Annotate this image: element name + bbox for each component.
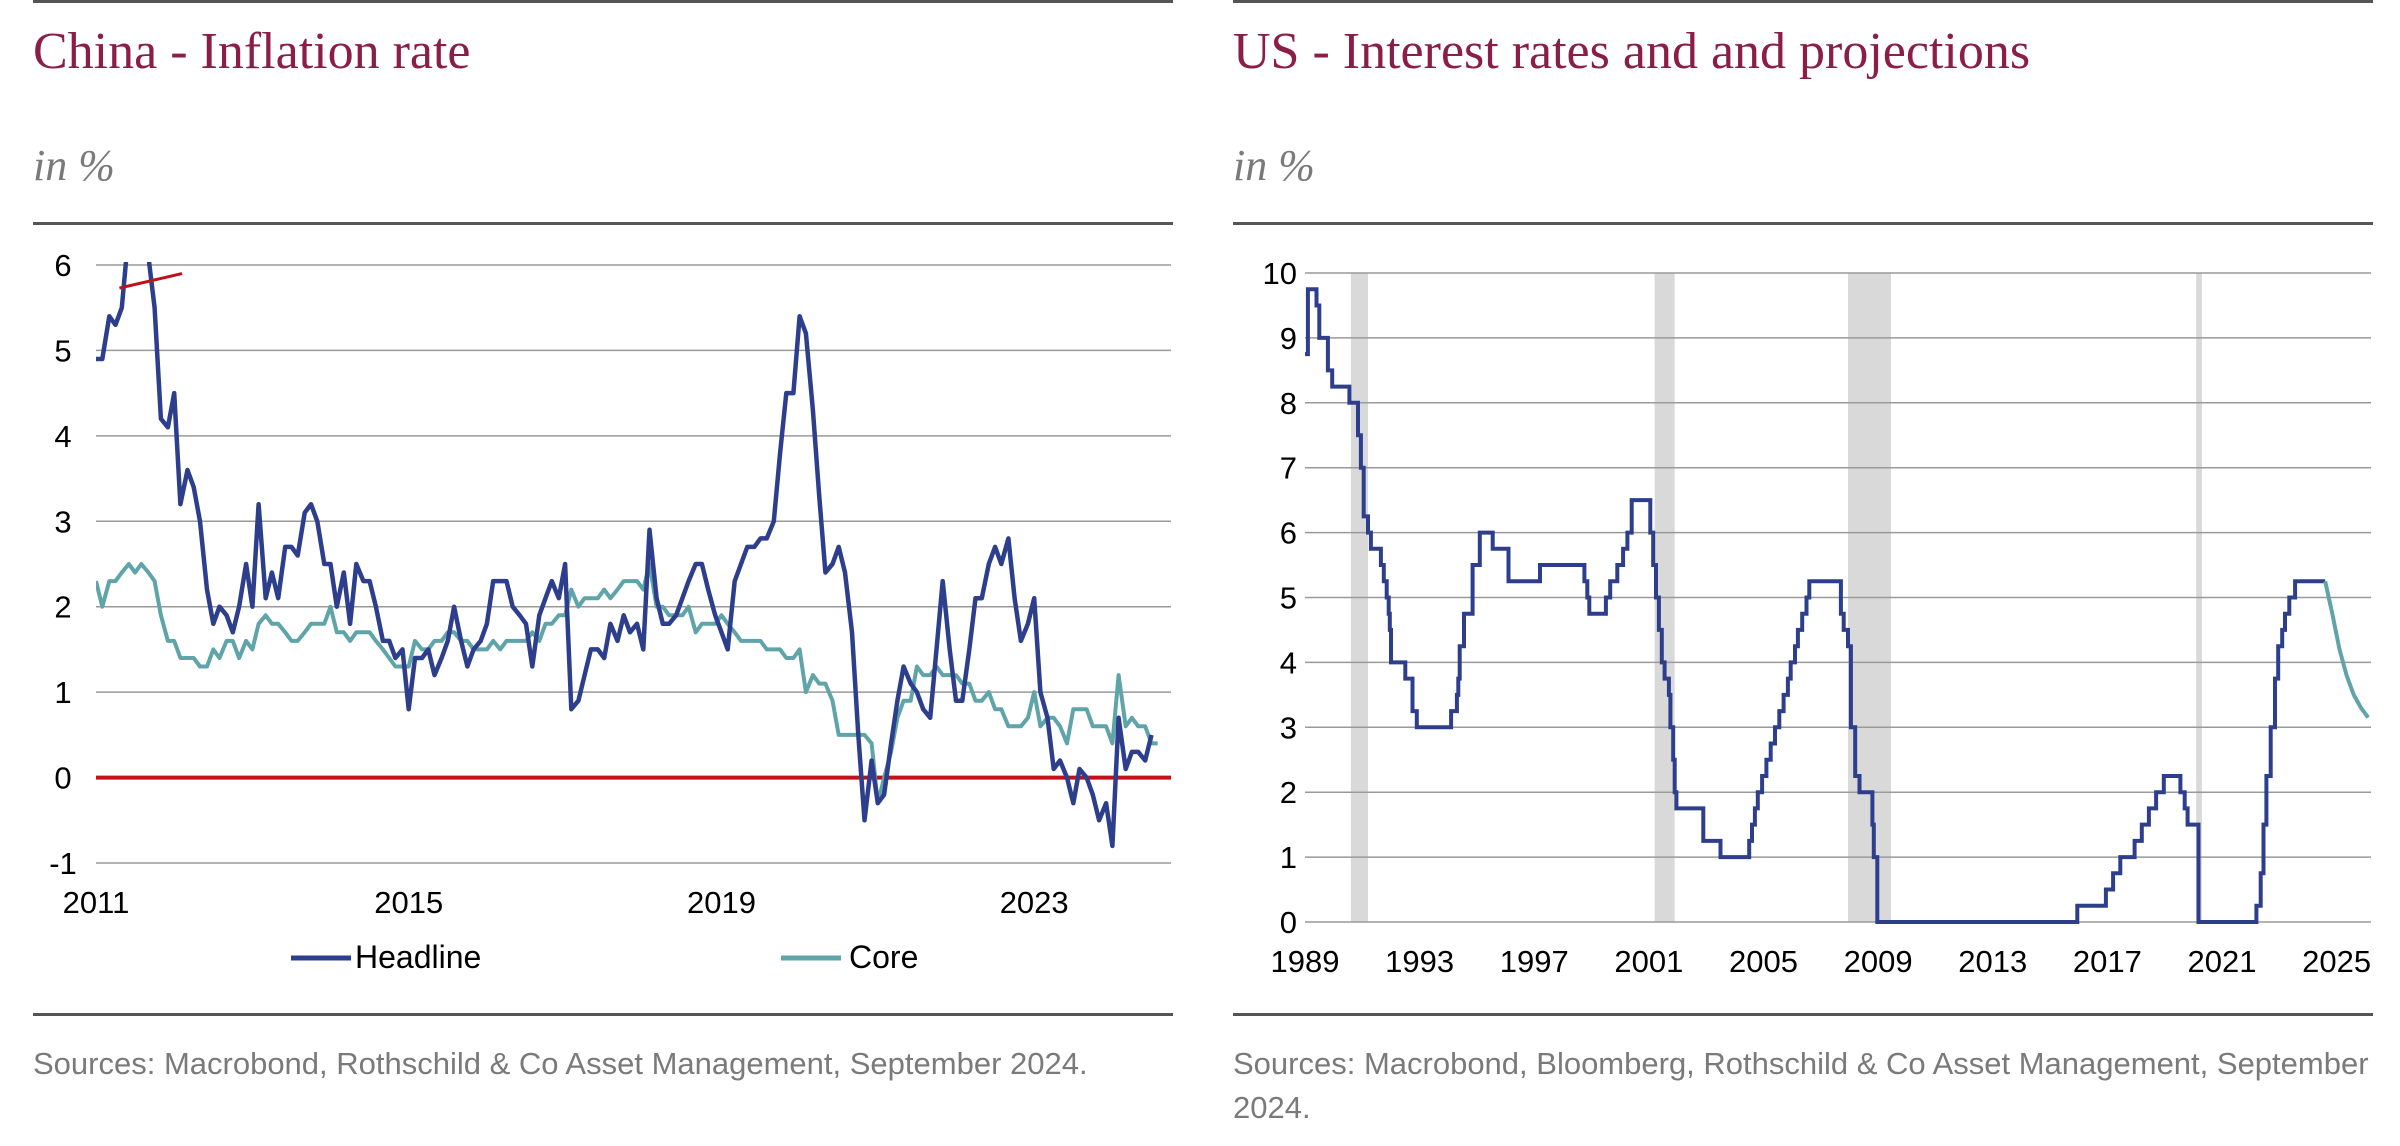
x-tick-label: 2023: [1000, 885, 1069, 920]
y-tick-label: 10: [1263, 256, 1297, 291]
y-tick-label: 7: [1280, 451, 1297, 486]
x-tick-label: 1993: [1385, 944, 1454, 979]
x-tick-label: 2015: [374, 885, 443, 920]
y-tick-label: 0: [1280, 905, 1297, 940]
top-rule: [1233, 0, 2373, 3]
trend-marker: [119, 272, 183, 290]
x-tick-label: 2001: [1614, 944, 1683, 979]
header-rule: [1233, 222, 2373, 225]
x-tick-label: 2005: [1729, 944, 1798, 979]
header-rule: [33, 222, 1173, 225]
series-line-headline: [96, 262, 1154, 849]
us-interest-rates-panel: US - Interest rates and and projections …: [1233, 0, 2373, 1146]
chart-title: China - Inflation rate: [33, 23, 471, 80]
y-tick-label: 4: [54, 419, 71, 454]
y-tick-label: 4: [1280, 645, 1297, 680]
x-tick-label: 2017: [2073, 944, 2142, 979]
y-tick-label: 2: [54, 590, 71, 625]
source-note: Sources: Macrobond, Bloomberg, Rothschil…: [1233, 1046, 2369, 1125]
series-line-core: [96, 562, 1158, 806]
x-tick-label: 2013: [1958, 944, 2027, 979]
y-tick-label: 1: [54, 675, 71, 710]
y-tick-label: 5: [1280, 581, 1297, 616]
x-tick-label: 2011: [63, 885, 130, 920]
y-tick-label: 3: [1280, 710, 1297, 745]
y-tick-label: 0: [54, 761, 71, 796]
y-tick-label: 1: [1280, 840, 1297, 875]
chart-title: US - Interest rates and and projections: [1233, 23, 2031, 80]
bottom-rule: [1233, 1013, 2373, 1016]
series-line-projection: [2323, 580, 2370, 719]
y-tick-label: 2: [1280, 775, 1297, 810]
y-tick-label: 9: [1280, 321, 1297, 356]
x-tick-label: 2021: [2188, 944, 2257, 979]
y-tick-label: 5: [54, 333, 71, 368]
top-rule: [33, 0, 1173, 3]
y-tick-label: 8: [1280, 386, 1297, 421]
x-tick-label: 2009: [1844, 944, 1913, 979]
legend-label-headline: Headline: [355, 939, 481, 975]
china-inflation-chart: 6 5 4 3 2 1 0 -1 2011 2015 2019 2023 Headline Core: [49, 248, 1171, 975]
legend-label-core: Core: [849, 939, 918, 975]
unit-label: in %: [33, 141, 115, 190]
y-tick-label: 6: [1280, 516, 1297, 551]
bottom-rule: [33, 1013, 1173, 1016]
x-tick-label: 2019: [687, 885, 756, 920]
y-tick-label: -1: [49, 846, 77, 881]
series-line-policy-rate: [1305, 287, 2326, 924]
china-inflation-panel: China - Inflation rate in % 6 5 4 3 2 1 0 -1 201…: [33, 0, 1173, 1146]
x-tick-label: 1997: [1500, 944, 1569, 979]
y-tick-label: 3: [54, 504, 71, 539]
source-note: Sources: Macrobond, Rothschild & Co Asse…: [33, 1046, 1088, 1081]
y-tick-label: 6: [54, 248, 71, 283]
x-tick-label: 2025: [2302, 944, 2371, 979]
unit-label: in %: [1233, 141, 1315, 190]
x-tick-label: 1989: [1271, 944, 1340, 979]
